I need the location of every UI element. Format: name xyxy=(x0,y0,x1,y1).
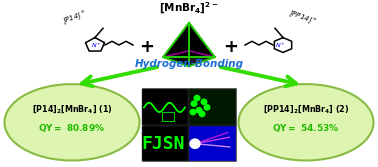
Bar xyxy=(189,89,236,125)
Polygon shape xyxy=(163,23,215,57)
Bar xyxy=(162,112,174,121)
Text: FJSN: FJSN xyxy=(141,135,185,153)
Polygon shape xyxy=(163,57,215,66)
Circle shape xyxy=(199,111,205,117)
Polygon shape xyxy=(189,23,215,66)
Bar xyxy=(142,88,236,161)
Text: [PP14]$^+$: [PP14]$^+$ xyxy=(287,7,319,28)
Text: $\bf{+}$: $\bf{+}$ xyxy=(223,38,239,56)
Text: $N^+$: $N^+$ xyxy=(276,41,287,50)
Circle shape xyxy=(196,108,202,113)
Text: $\bf{+}$: $\bf{+}$ xyxy=(139,38,155,56)
Ellipse shape xyxy=(239,84,373,160)
Circle shape xyxy=(191,101,197,106)
Bar xyxy=(142,126,188,161)
Bar xyxy=(189,126,236,161)
Text: $\bf{QY=\ 54.53\%}$: $\bf{QY=\ 54.53\%}$ xyxy=(272,122,340,134)
Text: $\bf{[PP14]_2[MnBr_4]\ (2)}$: $\bf{[PP14]_2[MnBr_4]\ (2)}$ xyxy=(263,103,349,115)
Circle shape xyxy=(190,109,196,115)
Text: Hydrogen-Bonding: Hydrogen-Bonding xyxy=(135,59,243,69)
Text: $\bf{[P14]_2[MnBr_4]\ (1)}$: $\bf{[P14]_2[MnBr_4]\ (1)}$ xyxy=(32,103,112,115)
Text: $\mathbf{[MnBr_4]^{2-}}$: $\mathbf{[MnBr_4]^{2-}}$ xyxy=(159,1,219,16)
Text: $\bf{QY=\ 80.89\%}$: $\bf{QY=\ 80.89\%}$ xyxy=(39,122,105,134)
Circle shape xyxy=(190,139,200,148)
Circle shape xyxy=(204,105,210,110)
Text: [P14]$^+$: [P14]$^+$ xyxy=(61,7,89,27)
Circle shape xyxy=(201,99,207,104)
Bar xyxy=(142,89,188,125)
Text: $N^+$: $N^+$ xyxy=(91,41,102,50)
Circle shape xyxy=(194,96,200,101)
Polygon shape xyxy=(163,23,189,66)
Ellipse shape xyxy=(5,84,139,160)
